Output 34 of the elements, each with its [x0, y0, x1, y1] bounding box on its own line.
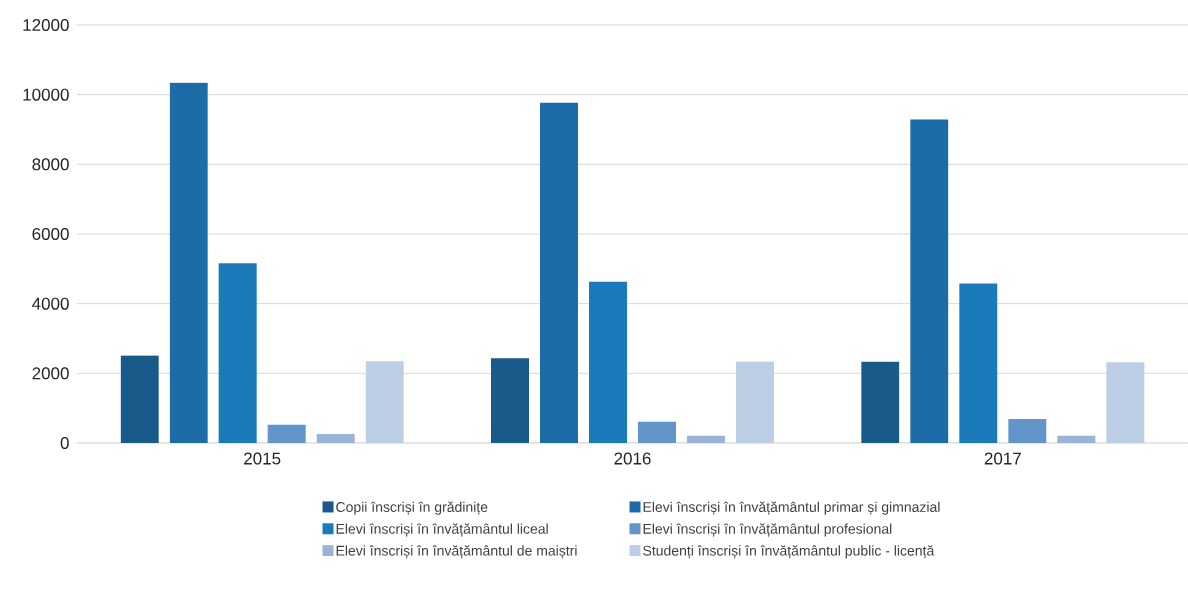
bar	[638, 421, 677, 443]
bar	[169, 82, 208, 443]
bar	[861, 361, 900, 443]
legend-label: Elevi înscriși în învățământul profesional	[643, 523, 892, 537]
bar	[540, 102, 578, 443]
legend-label: Elevi înscriși în învățământul de maiștri	[336, 545, 577, 559]
bar	[1106, 362, 1145, 443]
bar	[959, 283, 998, 443]
y-tick-label: 8000	[32, 158, 69, 171]
bar	[736, 361, 774, 443]
legend-label: Copii înscriși în grădinițe	[336, 501, 488, 515]
y-tick-label: 2000	[32, 367, 69, 380]
y-tick-label: 0	[60, 436, 69, 450]
bar	[218, 263, 257, 443]
bar	[1057, 435, 1096, 443]
y-tick-label: 6000	[32, 227, 69, 241]
x-tick-label: 2017	[984, 452, 1021, 465]
bar	[1008, 418, 1047, 443]
bar	[910, 119, 949, 443]
bar	[687, 435, 725, 443]
bar	[365, 361, 404, 443]
bar	[491, 358, 530, 443]
y-tick-label: 12000	[23, 18, 69, 32]
bar	[589, 281, 627, 443]
x-tick-label: 2016	[614, 452, 651, 465]
bar	[267, 424, 306, 443]
y-tick-label: 4000	[32, 297, 69, 310]
y-tick-label: 10000	[23, 88, 69, 101]
legend-label: Elevi înscriși în învățământul primar și gimnazial	[643, 501, 940, 515]
bar	[316, 433, 355, 443]
legend-label: Elevi înscriși în învățământul liceal	[336, 523, 548, 537]
bar	[120, 355, 159, 443]
legend-label: Studenți înscriși în învățământul public - licență	[643, 545, 935, 559]
x-tick-label: 2015	[244, 452, 281, 465]
